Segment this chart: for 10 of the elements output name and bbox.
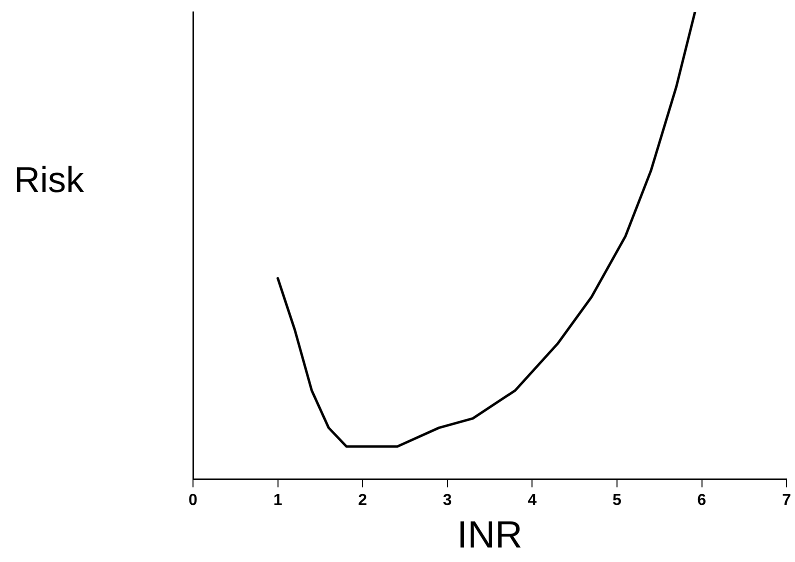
- x-tick-label: 6: [697, 492, 706, 510]
- x-tick-label: 5: [612, 492, 622, 510]
- y-axis-title: Risk: [14, 158, 85, 200]
- x-tick-label: 1: [273, 492, 282, 510]
- x-tick-label: 7: [782, 492, 792, 510]
- x-axis-title: INR: [457, 514, 522, 557]
- x-tick-label: 4: [528, 492, 537, 510]
- x-tick-label: 0: [188, 492, 198, 510]
- x-tick-label: 2: [358, 492, 368, 510]
- x-tick-label: 3: [442, 492, 452, 510]
